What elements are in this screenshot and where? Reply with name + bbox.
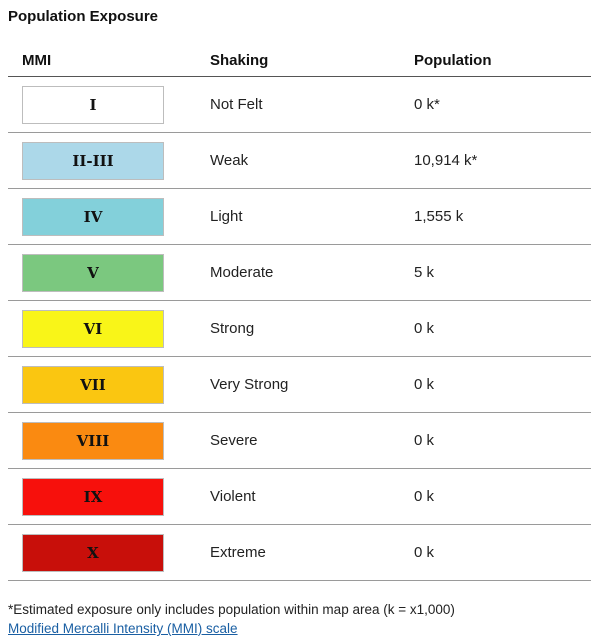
shaking-cell: Light: [210, 188, 414, 245]
exposure-footnote: *Estimated exposure only includes popula…: [8, 602, 455, 617]
shaking-cell: Not Felt: [210, 76, 414, 133]
population-cell: 10,914 k*: [414, 132, 591, 189]
shaking-cell: Moderate: [210, 244, 414, 301]
table-row: IV Light 1,555 k: [8, 188, 591, 245]
mmi-intensity-badge: II-III: [22, 141, 164, 180]
table-row: II-III Weak 10,914 k*: [8, 132, 591, 189]
mmi-intensity-badge: X: [22, 533, 164, 572]
section-title: Population Exposure: [8, 8, 159, 25]
table-body: I Not Felt 0 k* II-III Weak 10,914 k* IV…: [8, 76, 591, 581]
population-cell: 0 k: [414, 412, 591, 469]
table-header-row: MMI Shaking Population: [8, 45, 591, 77]
population-cell: 0 k: [414, 524, 591, 581]
table-row: IX Violent 0 k: [8, 468, 591, 525]
mmi-intensity-badge: IX: [22, 477, 164, 516]
table-row: X Extreme 0 k: [8, 524, 591, 581]
table-row: V Moderate 5 k: [8, 244, 591, 301]
shaking-cell: Extreme: [210, 524, 414, 581]
shaking-cell: Strong: [210, 300, 414, 357]
population-cell: 5 k: [414, 244, 591, 301]
mmi-scale-link[interactable]: Modified Mercalli Intensity (MMI) scale: [8, 621, 238, 636]
mmi-intensity-badge: VI: [22, 309, 164, 348]
table-row: VIII Severe 0 k: [8, 412, 591, 469]
mmi-intensity-badge: I: [22, 85, 164, 124]
table-row: VII Very Strong 0 k: [8, 356, 591, 413]
mmi-intensity-badge: VII: [22, 365, 164, 404]
column-header-population: Population: [414, 45, 591, 77]
table-row: VI Strong 0 k: [8, 300, 591, 357]
column-header-shaking: Shaking: [210, 45, 414, 77]
population-exposure-table: MMI Shaking Population I Not Felt 0 k* I…: [8, 45, 591, 581]
population-cell: 0 k: [414, 300, 591, 357]
shaking-cell: Very Strong: [210, 356, 414, 413]
shaking-cell: Severe: [210, 412, 414, 469]
mmi-intensity-badge: V: [22, 253, 164, 292]
mmi-intensity-badge: IV: [22, 197, 164, 236]
population-cell: 0 k: [414, 468, 591, 525]
table-row: I Not Felt 0 k*: [8, 76, 591, 133]
shaking-cell: Weak: [210, 132, 414, 189]
column-header-mmi: MMI: [8, 45, 210, 77]
shaking-cell: Violent: [210, 468, 414, 525]
population-cell: 0 k*: [414, 76, 591, 133]
population-cell: 0 k: [414, 356, 591, 413]
population-cell: 1,555 k: [414, 188, 591, 245]
mmi-intensity-badge: VIII: [22, 421, 164, 460]
